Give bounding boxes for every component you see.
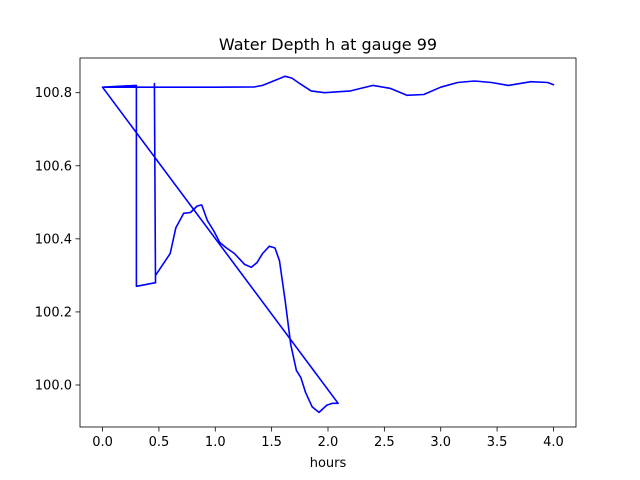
x-tick-label: 4.0 [543,435,564,450]
x-tick-label: 1.0 [205,435,226,450]
x-tick-label: 3.5 [487,435,508,450]
x-tick-label: 1.5 [261,435,282,450]
y-tick-label: 100.2 [35,305,72,320]
x-tick-label: 2.5 [374,435,395,450]
x-tick-label: 3.0 [430,435,451,450]
y-tick-label: 100.8 [35,86,72,101]
y-tick-label: 100.0 [35,378,72,393]
series-line-1 [101,75,555,414]
x-tick-label: 0.5 [149,435,170,450]
x-tick-label: 2.0 [318,435,339,450]
plot-area [101,75,555,414]
x-axis-title: hours [310,456,347,471]
x-tick-label: 0.0 [92,435,113,450]
axes-frame [79,57,577,428]
chart-title: Water Depth h at gauge 99 [219,35,437,54]
y-tick-label: 100.6 [35,159,72,174]
axis-ticks: 0.0 0.5 1.0 1.5 2.0 2.5 3.0 3.5 4.0 100.0 100.2 100… [35,86,564,450]
y-tick-label: 100.4 [35,232,72,247]
